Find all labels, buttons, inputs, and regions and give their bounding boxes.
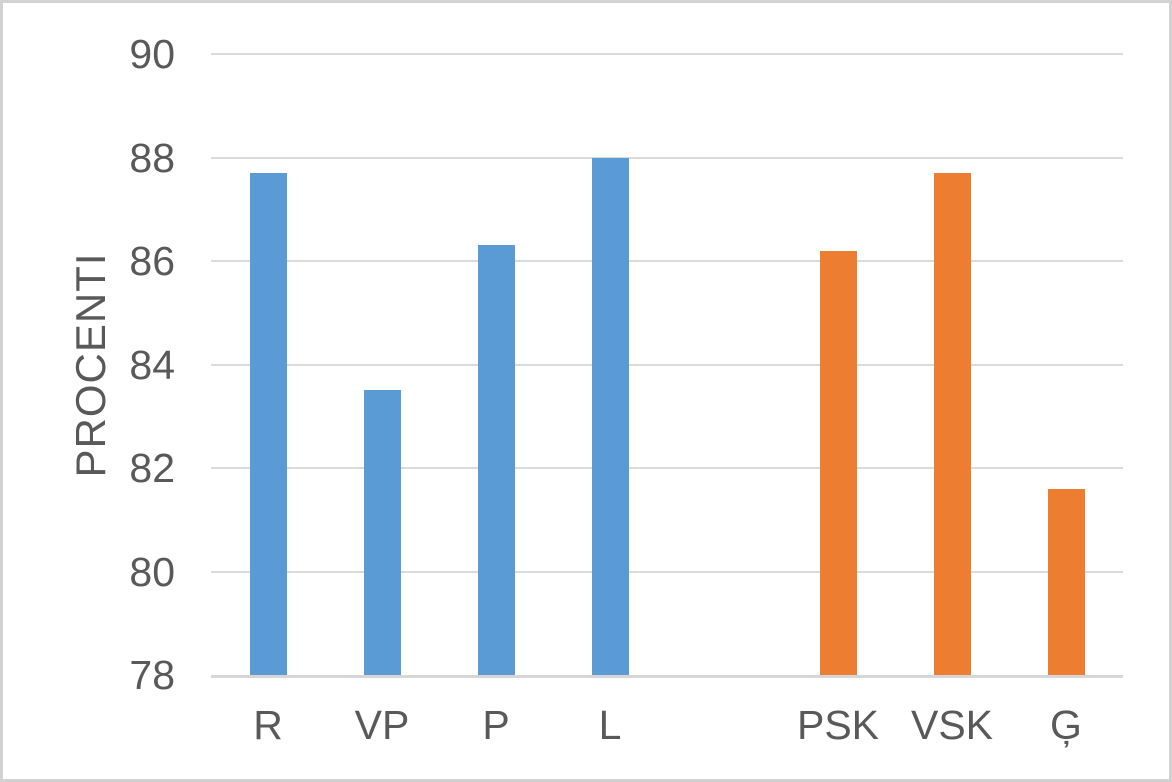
x-tick-label: VSK <box>910 702 994 748</box>
bar-P <box>477 245 515 675</box>
gridline <box>211 260 1123 262</box>
y-tick-label: 82 <box>129 445 175 491</box>
gridline <box>211 570 1123 573</box>
x-tick-label: R <box>253 702 283 748</box>
x-tick-label: P <box>482 702 510 748</box>
gridline <box>211 53 1123 55</box>
gridline <box>211 363 1123 366</box>
x-axis-line <box>211 675 1123 678</box>
gridline <box>211 156 1123 159</box>
gridline <box>211 467 1123 469</box>
y-tick-label: 88 <box>129 134 175 181</box>
y-tick-label: 80 <box>129 548 175 595</box>
y-tick-label: 90 <box>129 31 175 77</box>
y-tick-label: 86 <box>129 238 175 284</box>
x-tick-label: Ģ <box>1050 702 1082 748</box>
x-tick-label: PSK <box>796 702 880 748</box>
bar-VP <box>363 390 401 675</box>
y-tick-label: 84 <box>129 341 175 388</box>
bar-Ģ <box>1047 488 1085 675</box>
bar-R <box>249 173 287 675</box>
bar-PSK <box>819 250 857 675</box>
x-tick-label: VP <box>354 702 410 748</box>
bar-VSK <box>933 173 971 675</box>
x-tick-label: L <box>598 702 622 748</box>
bar-L <box>591 157 629 675</box>
y-tick-label: 78 <box>129 652 175 698</box>
